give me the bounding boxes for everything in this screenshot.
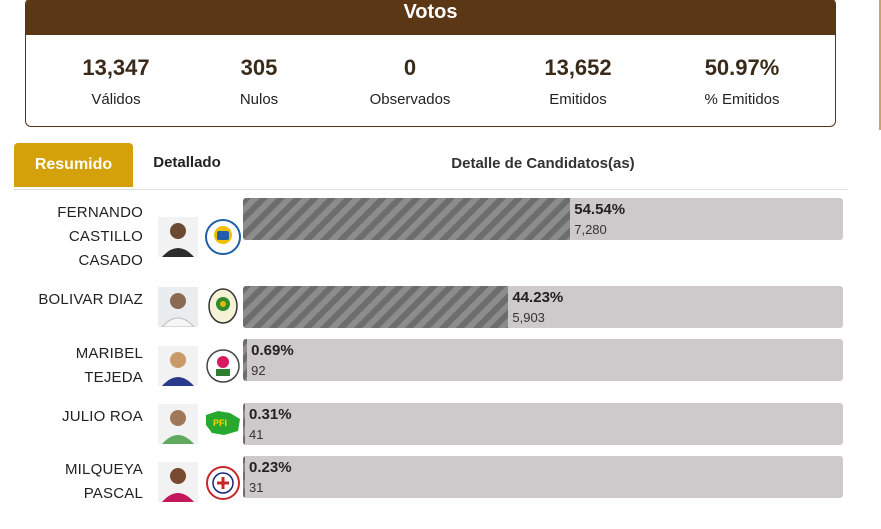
stat-label: Emitidos [549, 91, 607, 108]
svg-text:PFI: PFI [213, 418, 227, 428]
candidate-photo [158, 462, 198, 502]
results-tabs: Resumido Detallado Detalle de Candidatos… [14, 143, 848, 190]
candidate-votes: 5,903 [512, 310, 545, 325]
candidate-name: MILQUEYA PASCAL [10, 458, 143, 506]
stat-label: Nulos [239, 91, 279, 108]
candidate-bar: 0.23% 31 [243, 456, 843, 498]
party-logo-pfi: PFI [204, 405, 242, 443]
candidate-name-line: CASADO [78, 252, 143, 269]
candidate-bar-text: 54.54% 7,280 [574, 201, 625, 237]
stat-porcentaje-emitidos: 50.97% % Emitidos [662, 55, 822, 108]
stat-nulos: 305 Nulos [179, 55, 339, 108]
candidate-votes: 7,280 [574, 222, 607, 237]
candidate-votes: 31 [249, 480, 264, 495]
candidate-name-line: MILQUEYA [64, 461, 143, 478]
votes-summary-card: Votos 13,347 Válidos 305 Nulos 0 Observa… [25, 0, 836, 127]
candidate-name-line: PASCAL [83, 485, 143, 502]
candidate-name-line: BOLIVAR DIAZ [38, 291, 143, 308]
candidate-bar-fill [243, 286, 509, 328]
right-edge-accent [879, 0, 881, 130]
candidate-photo [158, 346, 198, 386]
candidate-bar: 0.31% 41 [243, 403, 843, 445]
candidate-percent: 54.54% [574, 201, 626, 218]
party-logo-round [204, 347, 242, 385]
stat-value: 13,652 [544, 55, 612, 80]
candidate-bar-text: 0.31% 41 [249, 406, 292, 442]
stat-value: 305 [240, 55, 278, 80]
candidate-name-line: TEJEDA [84, 369, 143, 386]
votes-header: Votos [26, 0, 835, 35]
candidate-bar-fill [243, 339, 248, 381]
candidate-percent: 44.23% [512, 289, 564, 306]
candidate-bar-fill [243, 403, 245, 445]
candidate-percent: 0.69% [251, 342, 294, 359]
candidate-bar-text: 0.69% 92 [251, 342, 294, 378]
stat-label: Observados [369, 91, 451, 108]
stat-observados: 0 Observados [330, 55, 490, 108]
stat-validos: 13,347 Válidos [36, 55, 196, 108]
candidate-bar: 54.54% 7,280 [243, 198, 843, 240]
candidate-name: BOLIVAR DIAZ [10, 288, 143, 312]
candidate-votes: 92 [251, 363, 266, 378]
party-logo-psm [204, 218, 242, 256]
candidate-photo [158, 217, 198, 257]
candidate-bar-text: 0.23% 31 [249, 459, 292, 495]
candidate-name: JULIO ROA [10, 405, 143, 429]
candidate-name-line: JULIO ROA [62, 408, 143, 425]
candidate-name-line: CASTILLO [68, 228, 143, 245]
candidate-bar: 44.23% 5,903 [243, 286, 843, 328]
candidate-name: FERNANDO CASTILLO CASADO [10, 201, 143, 273]
party-logo-seal [204, 464, 242, 502]
candidate-bar-text: 44.23% 5,903 [512, 289, 563, 325]
candidate-name-line: MARIBEL [75, 345, 143, 362]
candidate-photo [158, 404, 198, 444]
candidate-votes: 41 [249, 427, 264, 442]
candidate-name: MARIBEL TEJEDA [10, 342, 143, 390]
votes-stats: 13,347 Válidos 305 Nulos 0 Observados 13… [26, 35, 835, 125]
candidate-percent: 0.23% [249, 459, 292, 476]
candidate-bar-fill [243, 456, 245, 498]
candidate-photo [158, 287, 198, 327]
candidate-bar-fill [243, 198, 571, 240]
candidates-detail-title: Detalle de Candidatos(as) [451, 155, 635, 172]
tab-resumido[interactable]: Resumido [14, 143, 133, 187]
stat-value: 13,347 [82, 55, 150, 80]
stat-value: 50.97% [704, 55, 780, 80]
stat-emitidos: 13,652 Emitidos [498, 55, 658, 108]
candidate-bar: 0.69% 92 [243, 339, 843, 381]
stat-value: 0 [403, 55, 417, 80]
stat-label: % Emitidos [704, 91, 780, 108]
candidate-percent: 0.31% [249, 406, 292, 423]
stat-label: Válidos [91, 91, 141, 108]
candidate-name-line: FERNANDO [57, 204, 143, 221]
tab-detallado[interactable]: Detallado [153, 154, 221, 171]
party-logo-oval [204, 287, 242, 325]
